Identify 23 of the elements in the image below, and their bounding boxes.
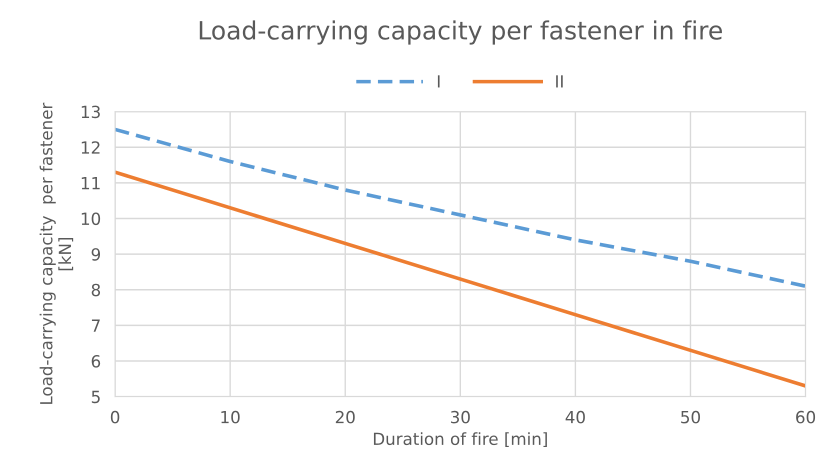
- x-tick-label: 20: [336, 410, 355, 424]
- line-series: [115, 170, 806, 388]
- line-series: [115, 128, 806, 288]
- y-tick-label: 12: [82, 141, 100, 154]
- y-tick-label: 7: [92, 320, 100, 332]
- x-tick-label: 10: [221, 410, 240, 424]
- y-tick-label: 9: [92, 248, 100, 261]
- y-tick-label: 11: [82, 177, 100, 190]
- y-tick-label: 13: [82, 106, 100, 118]
- y-tick-label: 10: [82, 212, 100, 226]
- x-tick-label: 0: [110, 410, 120, 424]
- legend-label: I: [438, 75, 440, 88]
- x-tick-label: 50: [681, 410, 700, 424]
- x-tick-label: 60: [796, 410, 816, 424]
- y-tick-label: 5: [92, 390, 100, 404]
- x-tick-label: 40: [566, 410, 585, 424]
- x-axis-title: Duration of fire [min]: [374, 432, 547, 448]
- x-tick-label: 30: [450, 410, 470, 424]
- y-tick-label: 8: [92, 284, 100, 296]
- legend-label: II: [556, 75, 563, 88]
- y-axis-title: Load-carrying capacity per fastener [kN]: [40, 102, 74, 404]
- chart-title: Load-carrying capacity per fastener in fire: [200, 20, 722, 45]
- y-tick-label: 6: [92, 354, 100, 368]
